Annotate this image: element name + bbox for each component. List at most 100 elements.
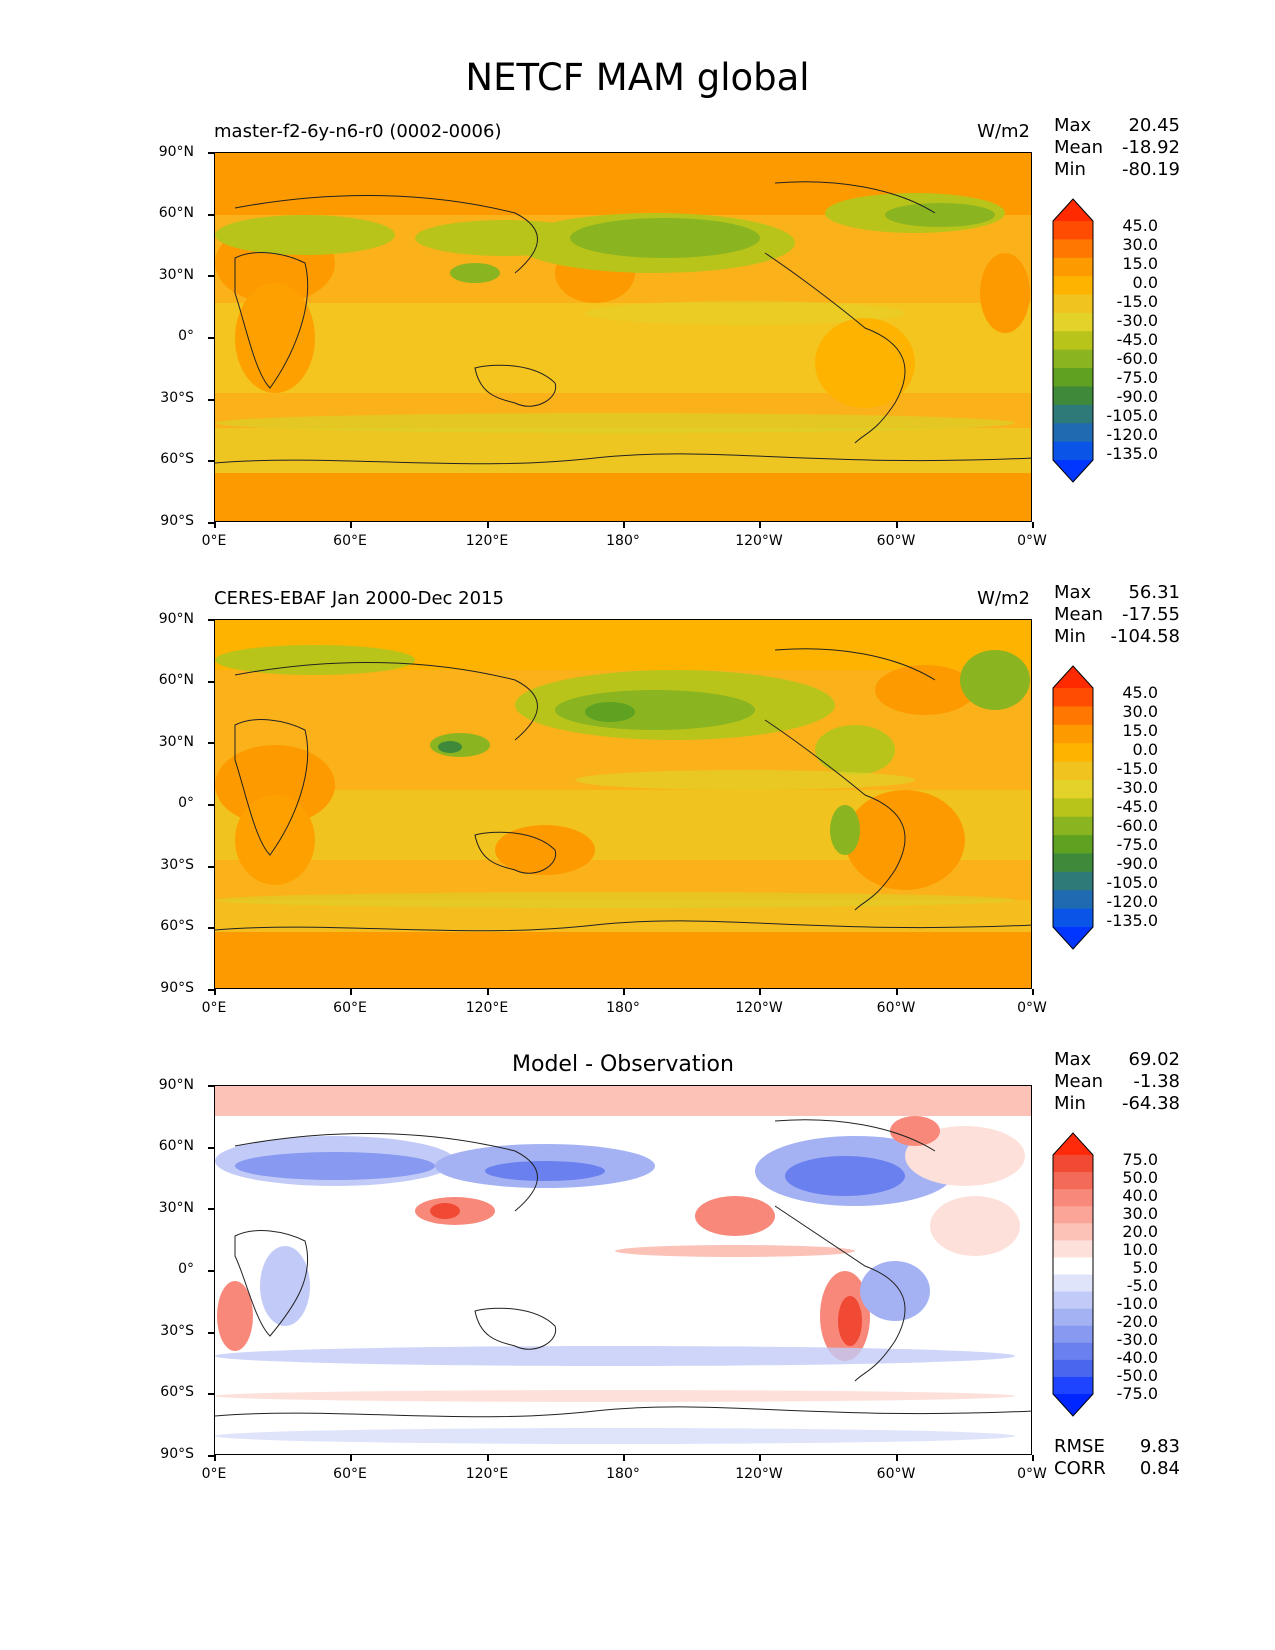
x-tick-label: 180°: [606, 533, 640, 549]
colorbar-label: 75.0: [1122, 1150, 1158, 1169]
colorbar-cell: [1053, 1206, 1093, 1224]
colorbar-cell: [1053, 239, 1093, 259]
colorbar-extend-bottom: [1053, 927, 1093, 949]
colorbar-cell: [1053, 1189, 1093, 1207]
stat-label: Mean: [1054, 1071, 1104, 1092]
colorbar-label: -60.0: [1116, 816, 1158, 835]
colorbar-cell: [1053, 1274, 1093, 1293]
stat-value: -64.38: [1121, 1093, 1180, 1114]
y-tick-mark: [208, 214, 214, 216]
colorbar-cell: [1053, 404, 1093, 424]
y-tick-label: 60°S: [160, 918, 194, 934]
colorbar-difference: [1052, 1132, 1094, 1417]
colorbar-cell: [1053, 871, 1093, 891]
x-tick-label: 0°E: [201, 533, 227, 549]
y-tick-label: 30°S: [160, 857, 194, 873]
colorbar-cell: [1053, 221, 1093, 240]
y-tick-label: 60°N: [158, 672, 194, 688]
stat-min: Min -64.38: [1054, 1093, 1180, 1115]
map-field-observation: [215, 620, 1031, 988]
x-tick-mark: [487, 1455, 489, 1461]
x-tick-mark: [1032, 989, 1034, 995]
stat-mean: Mean -18.92: [1054, 137, 1180, 159]
stat-max: Max 56.31: [1054, 582, 1180, 604]
colorbar-label: 45.0: [1122, 216, 1158, 235]
colorbar-extend-top: [1053, 666, 1093, 688]
colorbar-cell: [1053, 835, 1093, 855]
colorbar-label: -75.0: [1116, 835, 1158, 854]
x-tick-mark: [896, 1455, 898, 1461]
stat-value: -104.58: [1110, 626, 1180, 647]
colorbar-label: -40.0: [1116, 1348, 1158, 1367]
stat-label: Min: [1054, 626, 1086, 647]
x-tick-label: 0°W: [1017, 1000, 1047, 1016]
colorbar-cell: [1053, 1325, 1093, 1344]
colorbar-cell: [1053, 386, 1093, 406]
colorbar-cell: [1053, 890, 1093, 910]
stat-value: -17.55: [1121, 604, 1180, 625]
colorbar-cell: [1053, 1359, 1093, 1378]
colorbar-cell: [1053, 688, 1093, 707]
x-tick-mark: [759, 522, 761, 528]
colorbar-cell: [1053, 349, 1093, 369]
y-tick-label: 30°S: [160, 1323, 194, 1339]
units-label: W/m2: [977, 588, 1030, 609]
stat-value: 20.45: [1128, 115, 1180, 136]
y-tick-label: 90°N: [158, 144, 194, 160]
x-tick-label: 180°: [606, 1466, 640, 1482]
stat-mean: Mean -17.55: [1054, 604, 1180, 626]
stat-mean: Mean -1.38: [1054, 1071, 1180, 1093]
y-tick-mark: [208, 1147, 214, 1149]
colorbar-cell: [1053, 368, 1093, 388]
colorbar-label: 30.0: [1122, 702, 1158, 721]
y-tick-label: 30°N: [158, 734, 194, 750]
colorbar-model: [1052, 198, 1094, 483]
x-tick-label: 120°E: [465, 1466, 509, 1482]
panel-title: Model - Observation: [512, 1052, 734, 1077]
colorbar-label: -120.0: [1106, 425, 1158, 444]
colorbar-label: -60.0: [1116, 349, 1158, 368]
y-tick-mark: [208, 742, 214, 744]
colorbar-cell: [1053, 798, 1093, 818]
colorbar-cell: [1053, 853, 1093, 873]
colorbar-label: -105.0: [1106, 406, 1158, 425]
colorbar-label: -120.0: [1106, 892, 1158, 911]
colorbar-label: -75.0: [1116, 368, 1158, 387]
panel-title: CERES-EBAF Jan 2000-Dec 2015: [214, 588, 504, 609]
stat-label: Mean: [1054, 604, 1104, 625]
colorbar-extend-top: [1053, 1133, 1093, 1155]
stat-min: Min -80.19: [1054, 159, 1180, 181]
y-tick-label: 60°N: [158, 205, 194, 221]
x-tick-label: 60°W: [876, 1466, 916, 1482]
y-tick-label: 90°N: [158, 1077, 194, 1093]
y-tick-label: 60°S: [160, 451, 194, 467]
metric-label: RMSE: [1054, 1436, 1105, 1457]
y-tick-mark: [208, 681, 214, 683]
panel-title: master-f2-6y-n6-r0 (0002-0006): [214, 121, 502, 142]
y-tick-label: 90°S: [160, 513, 194, 529]
colorbar-cell: [1053, 1240, 1093, 1259]
y-tick-mark: [208, 866, 214, 868]
stat-value: -80.19: [1121, 159, 1180, 180]
y-tick-label: 90°N: [158, 611, 194, 627]
stat-value: 69.02: [1128, 1049, 1180, 1070]
stat-value: -1.38: [1133, 1071, 1180, 1092]
colorbar-label: -45.0: [1116, 797, 1158, 816]
colorbar-cell: [1053, 816, 1093, 836]
y-tick-label: 0°: [178, 795, 194, 811]
x-tick-label: 0°E: [201, 1000, 227, 1016]
y-tick-mark: [208, 804, 214, 806]
x-tick-label: 120°W: [735, 533, 783, 549]
colorbar-label: 5.0: [1132, 1258, 1158, 1277]
map-observation: [214, 619, 1032, 989]
colorbar-label: -135.0: [1106, 444, 1158, 463]
stat-min: Min -104.58: [1054, 626, 1180, 648]
metric-value: 9.83: [1139, 1436, 1180, 1457]
y-tick-mark: [208, 152, 214, 154]
x-tick-mark: [214, 1455, 216, 1461]
y-tick-label: 0°: [178, 1261, 194, 1277]
y-tick-mark: [208, 619, 214, 621]
x-tick-mark: [214, 989, 216, 995]
colorbar-label: 30.0: [1122, 235, 1158, 254]
colorbar-label: 50.0: [1122, 1168, 1158, 1187]
